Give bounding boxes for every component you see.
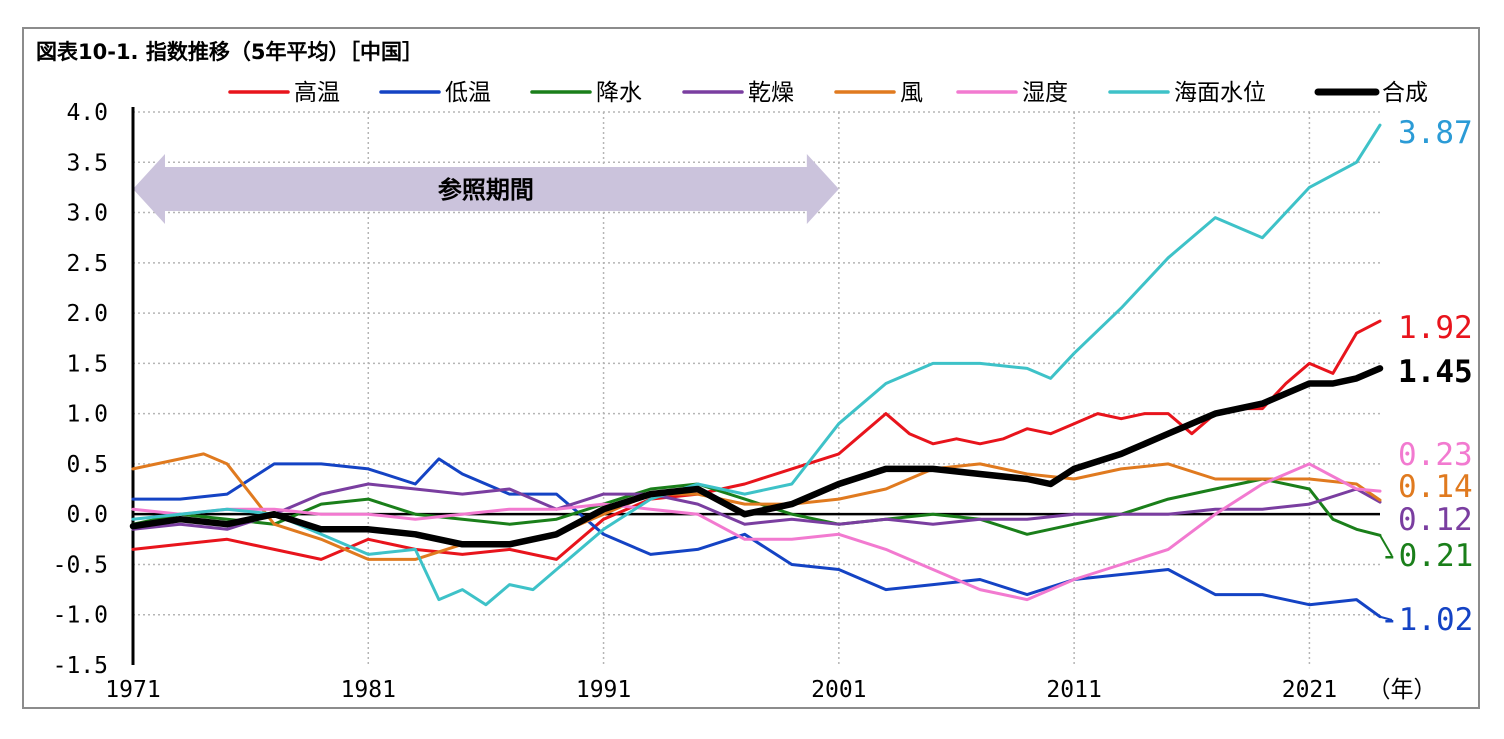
x-tick-label: 2001 (811, 677, 866, 703)
y-tick-label: -1.5 (53, 653, 108, 679)
series-line-7 (129, 365, 1384, 548)
y-tick-label: 2.5 (66, 251, 108, 277)
end-value-label-7: 1.45 (1398, 354, 1473, 390)
end-label-leader-2 (1379, 534, 1393, 557)
x-tick-label: 2011 (1046, 677, 1101, 703)
legend-label-2: 降水 (596, 80, 642, 106)
y-tick-label: 0.0 (66, 502, 108, 528)
series-line-3 (131, 482, 1382, 531)
legend-label-3: 乾燥 (748, 80, 794, 106)
x-tick-label: 2021 (1282, 677, 1337, 703)
end-value-label-2: -0.21 (1380, 538, 1473, 574)
end-value-label-0: 1.92 (1398, 310, 1473, 346)
end-label-leader-1 (1379, 615, 1393, 621)
y-tick-label: 4.0 (66, 100, 108, 126)
y-tick-label: 1.5 (66, 351, 108, 377)
legend-label-4: 風 (900, 80, 923, 106)
x-tick-label: 1971 (105, 677, 160, 703)
legend-label-7: 合成 (1382, 80, 1428, 106)
end-value-label-4: 0.14 (1398, 469, 1473, 505)
y-tick-label: 0.5 (66, 452, 108, 478)
series-line-1 (131, 457, 1382, 619)
legend-label-0: 高温 (294, 80, 340, 106)
end-value-label-6: 3.87 (1398, 115, 1473, 151)
x-axis-unit-label: （年） (1368, 677, 1437, 703)
y-tick-label: -0.5 (53, 552, 108, 578)
y-tick-label: 3.5 (66, 150, 108, 176)
series-line-5 (131, 462, 1382, 602)
series-line-2 (131, 477, 1382, 537)
reference-period-label: 参照期間 (438, 176, 534, 204)
y-tick-label: 1.0 (66, 402, 108, 428)
legend-label-6: 海面水位 (1174, 80, 1266, 106)
legend-label-1: 低温 (445, 80, 491, 106)
end-value-label-5: 0.23 (1398, 437, 1473, 473)
x-tick-label: 1981 (341, 677, 396, 703)
x-tick-label: 1991 (576, 677, 631, 703)
chart-title: 図表10-1. 指数推移（5年平均）［中国］ (36, 40, 423, 64)
series-line-6 (131, 123, 1382, 607)
y-tick-label: -1.0 (53, 603, 108, 629)
series-line-4 (131, 452, 1382, 561)
reference-period-arrow (133, 154, 839, 224)
end-value-label-3: 0.12 (1398, 502, 1473, 538)
y-tick-label: 3.0 (66, 201, 108, 227)
y-tick-label: 2.0 (66, 301, 108, 327)
legend-label-5: 湿度 (1022, 80, 1068, 106)
end-value-label-1: -1.02 (1380, 602, 1473, 638)
